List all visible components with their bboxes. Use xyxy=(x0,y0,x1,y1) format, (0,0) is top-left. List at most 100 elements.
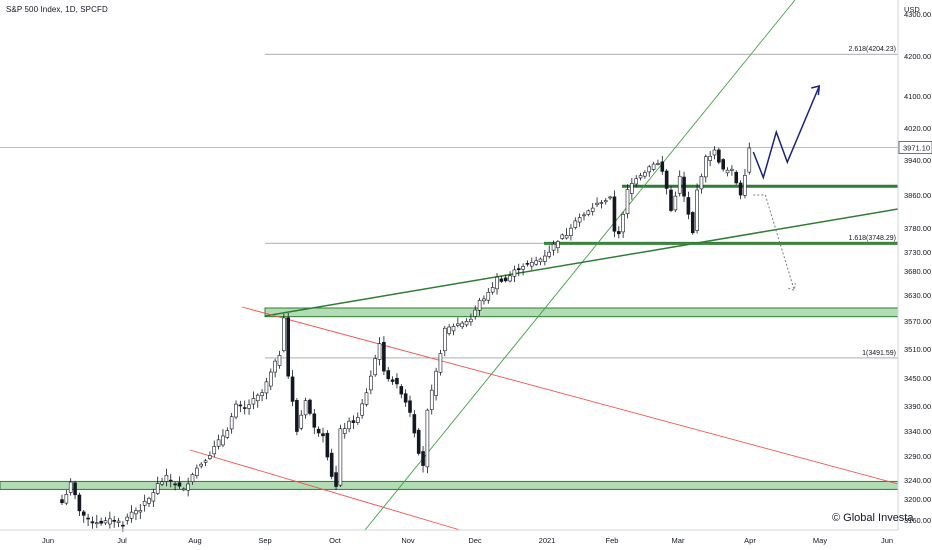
candle-body xyxy=(334,472,338,487)
candle-body xyxy=(68,481,73,493)
candle-body xyxy=(673,195,678,211)
candles xyxy=(60,142,752,532)
y-tick-label: 3450.00 xyxy=(904,374,931,383)
candle-body xyxy=(312,413,317,428)
candle-body xyxy=(469,318,473,323)
projection-paths xyxy=(752,85,821,291)
candle-body xyxy=(712,149,717,156)
candle-body xyxy=(77,494,82,512)
candle-body xyxy=(708,155,712,161)
candle-body xyxy=(408,400,412,413)
candle-body xyxy=(208,455,212,459)
candle-body xyxy=(121,524,125,527)
candle-body xyxy=(351,420,356,424)
candle-body xyxy=(421,451,425,466)
y-tick-label: 3160.00 xyxy=(904,516,931,525)
candle-body xyxy=(569,227,573,236)
currency-label: USD xyxy=(904,5,920,14)
candle-body xyxy=(647,166,652,173)
candle-body xyxy=(342,428,347,434)
candle-body xyxy=(321,433,325,437)
candle-body xyxy=(386,370,391,380)
candle-body xyxy=(451,326,456,332)
candle-body xyxy=(599,202,604,204)
candle-body xyxy=(603,200,608,203)
candle-body xyxy=(216,439,221,447)
candle-body xyxy=(456,323,460,326)
candle-body xyxy=(721,159,726,170)
candle-body xyxy=(403,393,408,403)
candle-body xyxy=(538,258,543,263)
projection-up-arrowhead xyxy=(811,85,821,96)
candle-body xyxy=(651,163,656,170)
support-line xyxy=(622,184,898,188)
candle-body xyxy=(286,317,291,377)
candle-body xyxy=(730,168,734,171)
candle-body xyxy=(338,428,343,486)
candle-body xyxy=(86,517,90,520)
candle-body xyxy=(699,176,704,190)
candle-body xyxy=(703,156,708,178)
candle-body xyxy=(695,189,699,231)
y-tick-label: 3730.00 xyxy=(904,248,931,257)
x-tick-label: Jul xyxy=(117,536,127,545)
candle-body xyxy=(412,414,417,434)
candle-body xyxy=(95,522,99,525)
candle-body xyxy=(717,149,721,163)
fib-label: 2.618(4204.23) xyxy=(849,46,896,53)
candle-body xyxy=(255,394,260,402)
time-axis: Jun Jul Aug Sep Oct Nov Dec 2021 Feb Mar Apr May Jun xyxy=(42,536,893,545)
candle-body xyxy=(660,161,665,172)
price-axis: 4300.00 4200.00 4100.00 4020.00 3940.00 3860.… xyxy=(0,0,932,531)
candle-body xyxy=(303,400,308,416)
candle-body xyxy=(242,407,247,409)
candle-body xyxy=(556,241,560,249)
candle-body xyxy=(308,399,312,414)
candle-body xyxy=(477,300,482,311)
fib-label: 1(3491.59) xyxy=(862,350,896,357)
candle-body xyxy=(664,170,669,189)
candle-body xyxy=(225,430,230,438)
candle-body xyxy=(490,287,495,293)
candle-body xyxy=(525,263,530,265)
fib-levels: 2.618(4204.23) 1.618(3748.29) 1(3491.59) xyxy=(265,46,898,359)
candle-body xyxy=(112,519,116,522)
candle-body xyxy=(690,212,695,234)
candle-body xyxy=(573,220,578,228)
candle-body xyxy=(516,268,521,271)
candle-body xyxy=(60,499,64,504)
candle-body xyxy=(460,322,465,328)
x-tick-label: Nov xyxy=(401,536,415,545)
candle-body xyxy=(616,231,621,235)
candle-body xyxy=(586,210,591,215)
candle-body xyxy=(595,202,599,205)
candle-body xyxy=(590,207,595,212)
candle-body xyxy=(229,416,234,430)
y-tick-label: 3630.00 xyxy=(904,291,931,300)
y-tick-label: 4100.00 xyxy=(904,92,931,101)
candle-body xyxy=(73,482,77,496)
trendline-channel-bottom xyxy=(189,449,461,531)
x-tick-label: Feb xyxy=(606,536,619,545)
candle-body xyxy=(529,261,534,267)
candle-body xyxy=(473,309,478,317)
x-tick-label: Apr xyxy=(744,536,756,545)
candle-body xyxy=(686,197,691,215)
x-tick-label: Oct xyxy=(329,536,342,545)
y-tick-label: 3390.00 xyxy=(904,402,931,411)
candle-body xyxy=(151,492,156,502)
candle-body xyxy=(369,375,373,391)
candle-body xyxy=(551,243,556,251)
candle-body xyxy=(656,163,660,165)
candle-body xyxy=(521,266,525,270)
candle-body xyxy=(64,493,69,504)
candle-body xyxy=(299,414,304,429)
y-tick-label: 3290.00 xyxy=(904,452,931,461)
candle-body xyxy=(103,520,108,524)
trendline-channel-top xyxy=(241,306,899,485)
x-tick-label: Aug xyxy=(188,536,201,545)
trendlines xyxy=(189,0,899,531)
candle-body xyxy=(108,518,112,525)
candle-body xyxy=(177,482,182,487)
candle-body xyxy=(390,379,395,382)
